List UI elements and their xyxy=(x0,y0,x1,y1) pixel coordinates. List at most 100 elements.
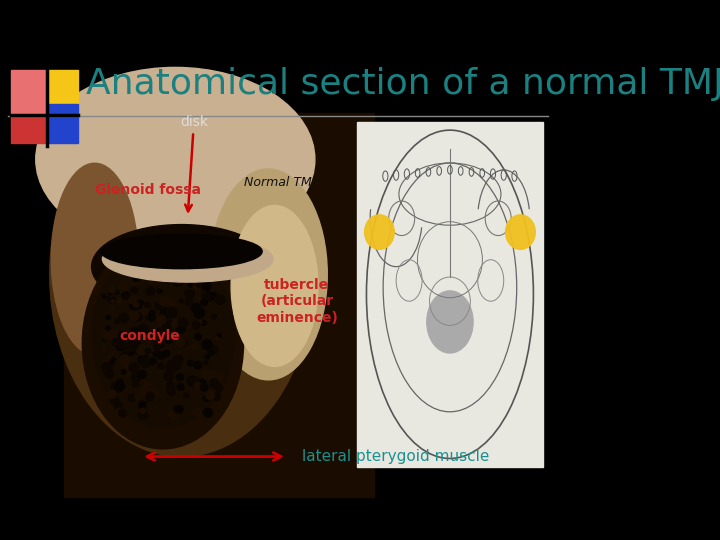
Circle shape xyxy=(215,295,225,305)
Circle shape xyxy=(198,380,207,388)
Circle shape xyxy=(124,346,132,353)
Circle shape xyxy=(112,338,120,346)
Circle shape xyxy=(120,353,127,360)
Circle shape xyxy=(164,372,173,381)
Circle shape xyxy=(174,271,179,277)
Circle shape xyxy=(107,390,116,399)
Circle shape xyxy=(125,366,134,375)
Circle shape xyxy=(192,303,201,313)
Text: condyle: condyle xyxy=(120,329,180,343)
Circle shape xyxy=(199,295,207,303)
Circle shape xyxy=(166,336,172,343)
Circle shape xyxy=(138,370,146,378)
Circle shape xyxy=(168,409,179,420)
Circle shape xyxy=(156,274,160,278)
Circle shape xyxy=(153,352,158,356)
Circle shape xyxy=(187,360,194,366)
Circle shape xyxy=(166,382,174,390)
Circle shape xyxy=(168,299,175,306)
Circle shape xyxy=(197,271,207,279)
Circle shape xyxy=(109,292,112,295)
Circle shape xyxy=(109,360,114,364)
Circle shape xyxy=(210,351,213,355)
Circle shape xyxy=(131,339,140,348)
Circle shape xyxy=(129,363,139,373)
Ellipse shape xyxy=(50,92,313,456)
Circle shape xyxy=(161,308,171,319)
Circle shape xyxy=(145,302,150,308)
Circle shape xyxy=(114,290,120,295)
Ellipse shape xyxy=(210,169,328,380)
Circle shape xyxy=(200,384,208,391)
Circle shape xyxy=(150,358,156,365)
Circle shape xyxy=(119,281,129,291)
Circle shape xyxy=(103,329,114,340)
Ellipse shape xyxy=(82,238,243,449)
Circle shape xyxy=(185,289,194,299)
Circle shape xyxy=(163,322,173,332)
Circle shape xyxy=(167,267,178,278)
Circle shape xyxy=(138,354,148,364)
Circle shape xyxy=(217,295,223,301)
Text: Normal TMJ: Normal TMJ xyxy=(243,176,315,189)
Circle shape xyxy=(171,360,181,370)
Circle shape xyxy=(205,355,210,359)
Circle shape xyxy=(102,363,112,373)
Circle shape xyxy=(201,300,207,306)
Circle shape xyxy=(120,265,129,275)
Ellipse shape xyxy=(91,244,234,428)
Text: disk: disk xyxy=(180,114,208,211)
Circle shape xyxy=(140,357,150,368)
Circle shape xyxy=(119,313,129,323)
Circle shape xyxy=(112,357,115,361)
Circle shape xyxy=(174,355,183,364)
Circle shape xyxy=(104,366,112,375)
Circle shape xyxy=(159,298,166,305)
Circle shape xyxy=(140,408,145,414)
Circle shape xyxy=(148,278,153,284)
Circle shape xyxy=(194,382,201,389)
Circle shape xyxy=(106,315,110,320)
Circle shape xyxy=(175,406,183,413)
Ellipse shape xyxy=(91,225,271,309)
Circle shape xyxy=(130,311,139,320)
Circle shape xyxy=(202,293,210,301)
Circle shape xyxy=(127,340,138,350)
Circle shape xyxy=(138,377,143,382)
Circle shape xyxy=(184,393,189,397)
Circle shape xyxy=(206,346,213,353)
Circle shape xyxy=(194,287,198,291)
Circle shape xyxy=(117,345,123,350)
Circle shape xyxy=(117,340,126,348)
Circle shape xyxy=(167,268,174,274)
Circle shape xyxy=(194,333,202,340)
Circle shape xyxy=(143,305,150,312)
Circle shape xyxy=(158,289,162,293)
Bar xyxy=(11,115,47,143)
Circle shape xyxy=(136,345,147,355)
Circle shape xyxy=(106,296,110,301)
Text: Anatomical section of a normal TMJ: Anatomical section of a normal TMJ xyxy=(86,67,720,100)
Circle shape xyxy=(141,309,148,315)
Circle shape xyxy=(161,296,171,305)
Text: Glenoid fossa: Glenoid fossa xyxy=(95,183,201,197)
Circle shape xyxy=(203,395,210,401)
Circle shape xyxy=(110,332,115,338)
Bar xyxy=(357,122,543,467)
Circle shape xyxy=(186,377,192,381)
Circle shape xyxy=(106,355,114,363)
Circle shape xyxy=(147,392,154,399)
Circle shape xyxy=(124,295,127,299)
Circle shape xyxy=(145,348,150,354)
Circle shape xyxy=(164,274,168,279)
Circle shape xyxy=(202,321,207,326)
Circle shape xyxy=(159,370,163,374)
Circle shape xyxy=(168,360,175,367)
Circle shape xyxy=(115,382,125,391)
Circle shape xyxy=(177,383,184,390)
Bar xyxy=(11,70,47,116)
Circle shape xyxy=(215,337,219,341)
Bar xyxy=(47,104,78,143)
Bar xyxy=(47,70,78,104)
Circle shape xyxy=(192,280,200,288)
